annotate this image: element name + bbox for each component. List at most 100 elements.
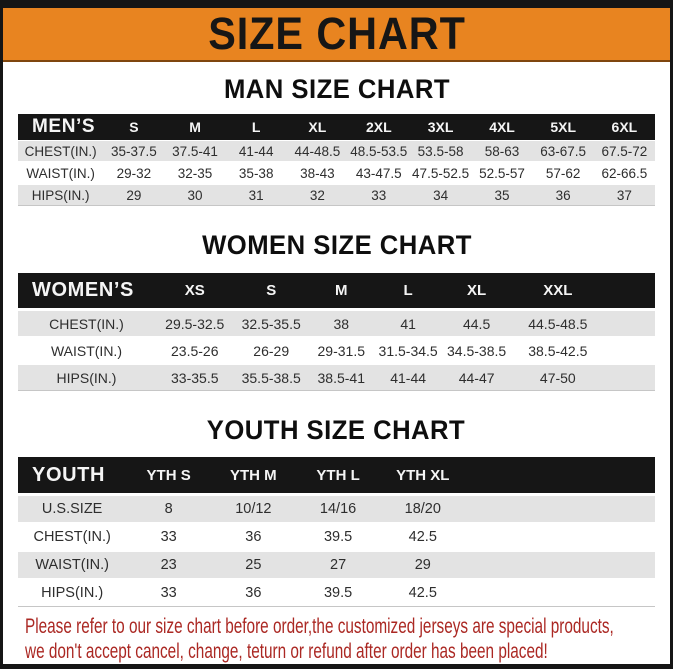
measurement-value: 33-35.5 bbox=[154, 365, 235, 391]
footer-note-line2: we don't accept cancel, change, teturn o… bbox=[25, 639, 670, 664]
measurement-value: 27 bbox=[295, 552, 381, 580]
table-body: U.S.SIZE 8 10/12 14/16 18/20 CHEST(IN.) 33 36 39… bbox=[18, 496, 655, 607]
table-body: CHEST(IN.) 35-37.5 37.5-41 41-44 44-48.5 48.5… bbox=[18, 141, 655, 206]
measurement-label: WAIST(IN.) bbox=[18, 552, 127, 580]
size-column-header: 6XL bbox=[593, 114, 655, 141]
size-column-header: YTH S bbox=[126, 457, 211, 496]
size-column-header: XS bbox=[154, 273, 235, 311]
men-section: MAN SIZE CHART MEN’S S M L XL 2XL 3XL 4XL 5XL 6XL… bbox=[3, 74, 670, 206]
measurement-value: 25 bbox=[211, 552, 296, 580]
size-column-header: L bbox=[225, 114, 287, 141]
footer-note-line1-text: Please refer to our size chart before or… bbox=[25, 615, 614, 638]
measurement-value: 38-43 bbox=[286, 163, 348, 185]
measurement-value: 38 bbox=[307, 311, 375, 338]
measurement-value: 63-67.5 bbox=[532, 141, 594, 163]
measurement-row: CHEST(IN.) 33 36 39.5 42.5 bbox=[18, 524, 655, 552]
size-column-header: YTH M bbox=[211, 457, 296, 496]
measurement-value: 29-32 bbox=[103, 163, 165, 185]
measurement-value: 29.5-32.5 bbox=[154, 311, 235, 338]
youth-section-title: YOUTH SIZE CHART bbox=[3, 415, 670, 446]
measurement-row: CHEST(IN.) 29.5-32.5 32.5-35.5 38 41 44.5 44.5… bbox=[18, 311, 655, 338]
measurement-value: 32.5-35.5 bbox=[234, 311, 308, 338]
size-column-header: 2XL bbox=[347, 114, 410, 141]
title-banner: SIZE CHART bbox=[3, 8, 670, 62]
measurement-value: 29 bbox=[380, 552, 466, 580]
size-column-header: L bbox=[374, 273, 442, 311]
size-column-header: 5XL bbox=[532, 114, 594, 141]
measurement-label: U.S.SIZE bbox=[18, 496, 127, 524]
measurement-value: 44-47 bbox=[441, 365, 512, 391]
men-size-table: MEN’S S M L XL 2XL 3XL 4XL 5XL 6XL CHEST(IN.) 35-37… bbox=[18, 114, 655, 206]
measurement-value: 48.5-53.5 bbox=[347, 141, 410, 163]
measurement-value: 29 bbox=[103, 185, 165, 206]
measurement-row: WAIST(IN.) 23 25 27 29 bbox=[18, 552, 655, 580]
measurement-label: HIPS(IN.) bbox=[18, 365, 155, 391]
measurement-label: CHEST(IN.) bbox=[18, 141, 104, 163]
spacer-cell bbox=[604, 273, 655, 311]
measurement-value: 41 bbox=[374, 311, 442, 338]
measurement-row: WAIST(IN.) 29-32 32-35 35-38 38-43 43-47.5 47.… bbox=[18, 163, 655, 185]
measurement-label: WAIST(IN.) bbox=[18, 338, 155, 365]
spacer-cell bbox=[604, 338, 655, 365]
measurement-value: 47.5-52.5 bbox=[409, 163, 472, 185]
measurement-value: 36 bbox=[211, 580, 296, 607]
measurement-value: 39.5 bbox=[295, 524, 381, 552]
spacer-cell bbox=[604, 311, 655, 338]
measurement-value: 18/20 bbox=[380, 496, 466, 524]
measurement-label: CHEST(IN.) bbox=[18, 311, 155, 338]
spacer-cell bbox=[465, 496, 655, 524]
youth-section: YOUTH SIZE CHART YOUTH YTH S YTH M YTH L YTH… bbox=[3, 415, 670, 607]
measurement-row: HIPS(IN.) 33-35.5 35.5-38.5 38.5-41 41-44 44-… bbox=[18, 365, 655, 391]
size-column-header: XXL bbox=[511, 273, 604, 311]
measurement-value: 35-37.5 bbox=[103, 141, 165, 163]
youth-size-table: YOUTH YTH S YTH M YTH L YTH XL U.S.SIZE 8 10/12… bbox=[18, 457, 655, 607]
measurement-value: 33 bbox=[347, 185, 410, 206]
table-body: CHEST(IN.) 29.5-32.5 32.5-35.5 38 41 44.5 44.5… bbox=[18, 311, 655, 391]
spacer-cell bbox=[465, 457, 655, 496]
measurement-value: 26-29 bbox=[234, 338, 308, 365]
measurement-value: 8 bbox=[126, 496, 211, 524]
measurement-value: 35.5-38.5 bbox=[234, 365, 308, 391]
measurement-value: 36 bbox=[211, 524, 296, 552]
measurement-value: 47-50 bbox=[511, 365, 604, 391]
page-title: SIZE CHART bbox=[207, 8, 466, 59]
measurement-row: WAIST(IN.) 23.5-26 26-29 29-31.5 31.5-34.5 34… bbox=[18, 338, 655, 365]
measurement-label: WAIST(IN.) bbox=[18, 163, 104, 185]
size-column-header: XL bbox=[286, 114, 348, 141]
measurement-value: 23.5-26 bbox=[154, 338, 235, 365]
table-header: YOUTH YTH S YTH M YTH L YTH XL bbox=[18, 457, 655, 496]
measurement-value: 34.5-38.5 bbox=[441, 338, 512, 365]
size-column-header: YTH XL bbox=[380, 457, 466, 496]
measurement-value: 10/12 bbox=[211, 496, 296, 524]
measurement-value: 32 bbox=[286, 185, 348, 206]
spacer-cell bbox=[465, 580, 655, 607]
size-column-header: M bbox=[164, 114, 226, 141]
footer-note-line2-text: we don't accept cancel, change, teturn o… bbox=[25, 640, 548, 663]
spacer-cell bbox=[604, 365, 655, 391]
youth-section-title-text: YOUTH SIZE CHART bbox=[207, 415, 466, 445]
measurement-value: 62-66.5 bbox=[593, 163, 655, 185]
measurement-value: 44.5 bbox=[441, 311, 512, 338]
measurement-value: 38.5-42.5 bbox=[511, 338, 604, 365]
measurement-value: 14/16 bbox=[295, 496, 381, 524]
table-header-row: YOUTH YTH S YTH M YTH L YTH XL bbox=[18, 457, 655, 496]
men-section-title-text: MAN SIZE CHART bbox=[223, 74, 450, 104]
spacer-cell bbox=[465, 524, 655, 552]
measurement-value: 32-35 bbox=[164, 163, 226, 185]
measurement-value: 43-47.5 bbox=[347, 163, 410, 185]
measurement-value: 33 bbox=[126, 524, 211, 552]
measurement-value: 29-31.5 bbox=[307, 338, 375, 365]
measurement-value: 39.5 bbox=[295, 580, 381, 607]
men-section-title: MAN SIZE CHART bbox=[3, 74, 670, 105]
size-column-header: 3XL bbox=[409, 114, 472, 141]
footer-note: Please refer to our size chart before or… bbox=[3, 614, 670, 664]
measurement-value: 42.5 bbox=[380, 580, 466, 607]
spacer-cell bbox=[465, 552, 655, 580]
measurement-value: 44.5-48.5 bbox=[511, 311, 604, 338]
measurement-value: 34 bbox=[409, 185, 472, 206]
measurement-value: 58-63 bbox=[471, 141, 533, 163]
measurement-label: HIPS(IN.) bbox=[18, 580, 127, 607]
measurement-value: 38.5-41 bbox=[307, 365, 375, 391]
table-header-row: MEN’S S M L XL 2XL 3XL 4XL 5XL 6XL bbox=[18, 114, 655, 141]
